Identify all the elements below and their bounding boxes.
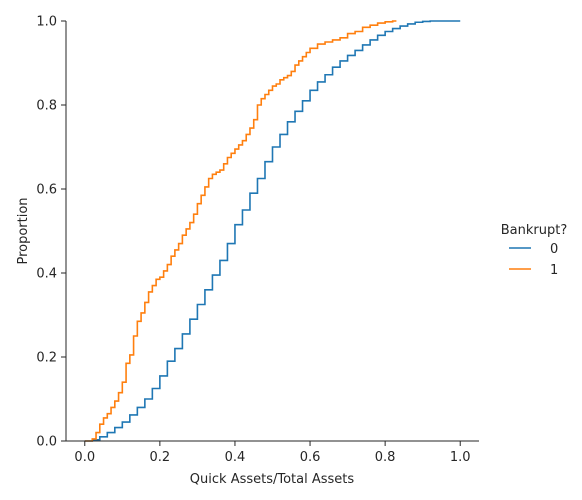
series-line-0 xyxy=(84,20,461,442)
x-tick-label: 0.0 xyxy=(74,450,95,465)
axes xyxy=(65,21,479,442)
y-axis-label: Proportion xyxy=(16,197,31,264)
legend-label-0: 0 xyxy=(550,242,558,257)
x-tick-label: 0.4 xyxy=(225,450,246,465)
y-tick-label: 0.8 xyxy=(36,99,57,114)
x-tick-label: 0.2 xyxy=(150,450,171,465)
y-tick-label: 0.6 xyxy=(36,183,57,198)
x-axis-label: Quick Assets/Total Assets xyxy=(190,472,355,487)
y-tick-label: 0.0 xyxy=(36,435,57,450)
legend-title: Bankrupt? xyxy=(501,223,568,238)
plot-lines xyxy=(84,20,461,442)
y-tick-label: 0.2 xyxy=(36,351,57,366)
x-tick-label: 0.8 xyxy=(375,450,396,465)
legend: Bankrupt? 0 1 xyxy=(501,223,568,278)
ticks: 0.0 0.2 0.4 0.6 0.8 1.0 0.0 0.2 0.4 0.6 0.8 1.0 xyxy=(36,15,470,466)
y-tick-label: 1.0 xyxy=(36,15,57,30)
x-tick-label: 0.6 xyxy=(300,450,321,465)
legend-label-1: 1 xyxy=(550,263,558,278)
x-tick-label: 1.0 xyxy=(450,450,471,465)
series-line-1 xyxy=(84,20,397,442)
y-tick-label: 0.4 xyxy=(36,267,57,282)
